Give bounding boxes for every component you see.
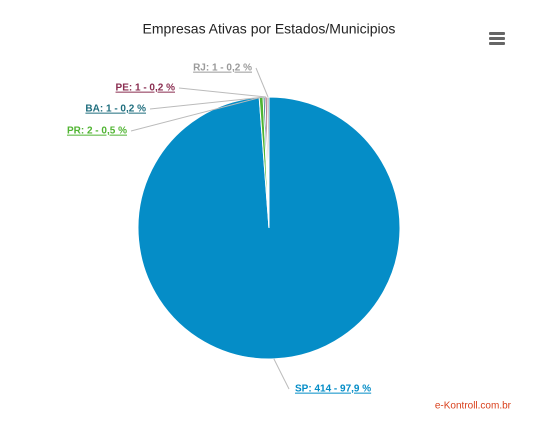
- connector: [255, 67, 269, 98]
- connector: [149, 96, 265, 110]
- menu-bar: [489, 37, 505, 40]
- data-label: PR: 2 - 0,5 %: [67, 126, 127, 137]
- menu-button[interactable]: [489, 32, 505, 45]
- connector: [273, 358, 290, 390]
- chart-title: Empresas Ativas por Estados/Municipios: [143, 21, 396, 37]
- data-label: PE: 1 - 0,2 %: [116, 83, 176, 94]
- menu-bar: [489, 32, 505, 35]
- menu-bar: [489, 42, 505, 45]
- data-label: SP: 414 - 97,9 %: [295, 384, 371, 395]
- connector: [130, 96, 262, 132]
- data-label: BA: 1 - 0,2 %: [85, 104, 146, 115]
- connector: [178, 87, 267, 98]
- credits[interactable]: e-Kontroll.com.br: [435, 401, 512, 412]
- pie-slice: [266, 96, 270, 229]
- data-label: RJ: 1 - 0,2 %: [193, 63, 252, 74]
